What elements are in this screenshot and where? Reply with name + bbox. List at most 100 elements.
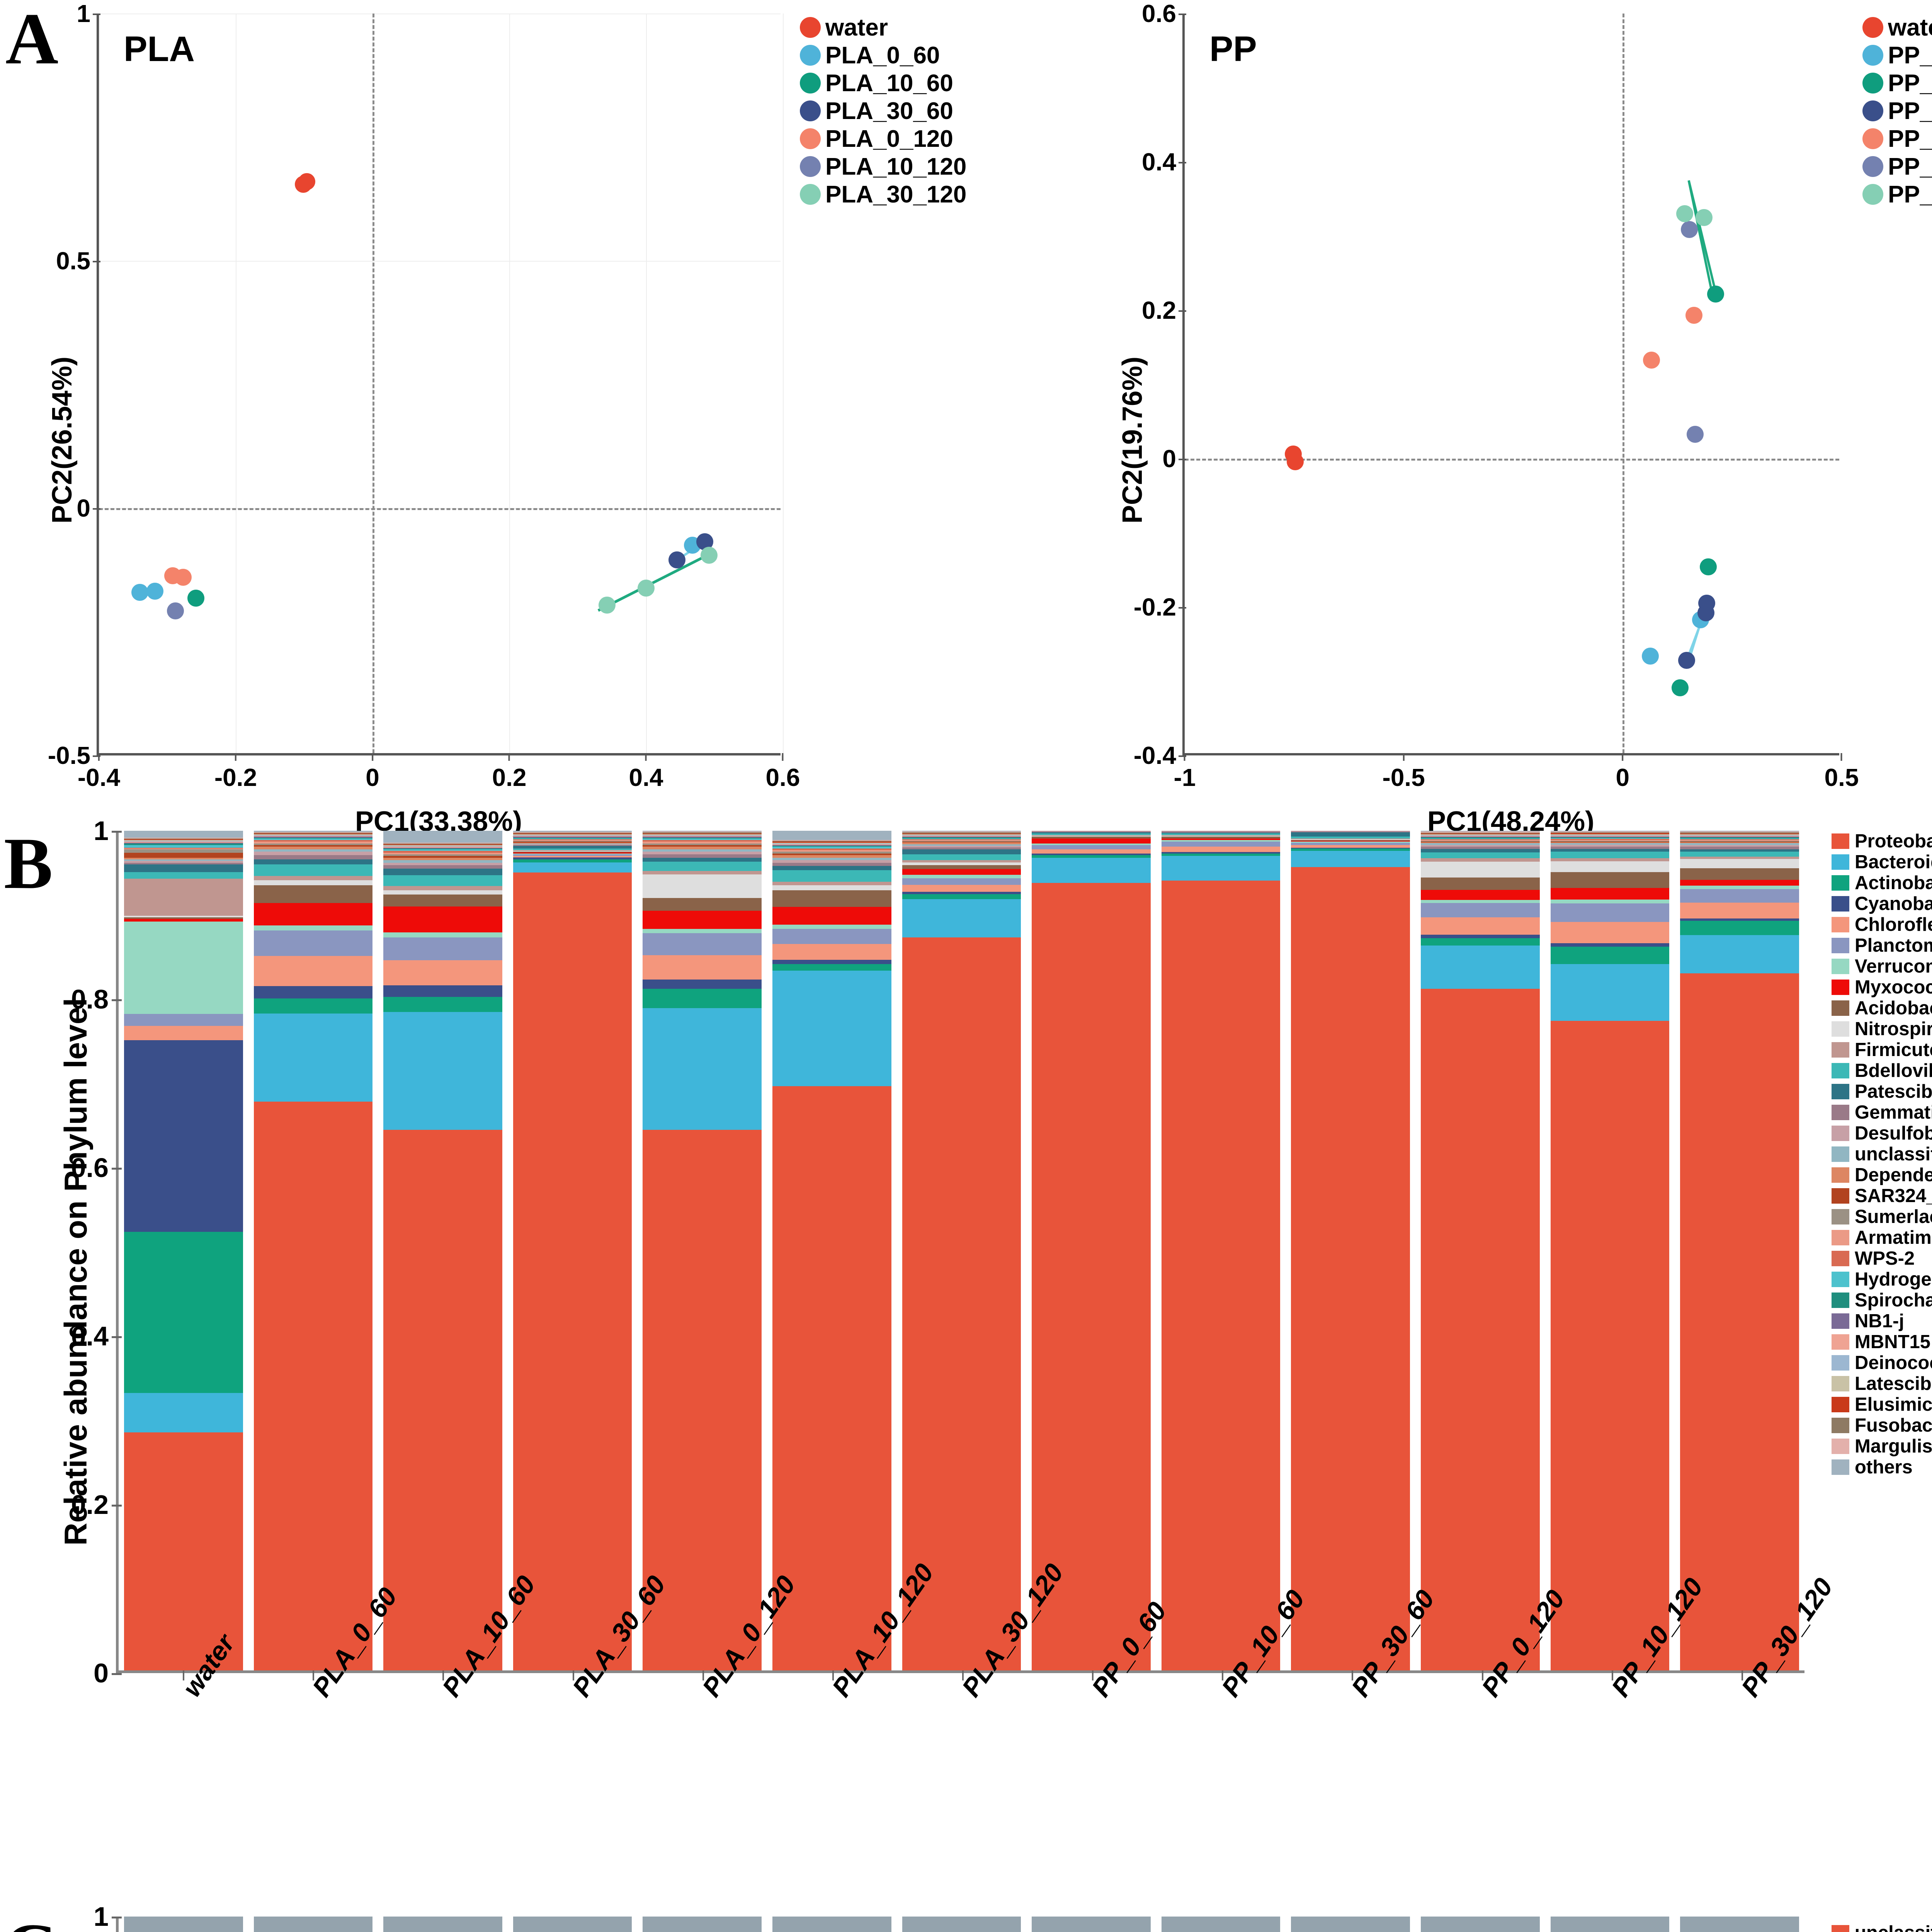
stacked-bar[interactable] [1291,831,1410,1670]
legend-item[interactable]: Desulfobacterota [1832,1123,1932,1144]
legend-item[interactable]: Deinococcota [1832,1352,1932,1373]
stacked-bar[interactable] [1032,831,1151,1670]
stacked-bar[interactable] [1680,831,1799,1670]
bar-segment [513,839,632,840]
bar-segment [1550,1917,1670,1932]
x-axis-tick-mark [183,1670,185,1680]
stacked-bar[interactable] [1680,1917,1799,1932]
legend-item[interactable]: PLA_30_120 [800,180,966,208]
legend-item[interactable]: Firmicutes [1832,1039,1932,1060]
legend-item[interactable]: Actinobacteriota [1832,872,1932,893]
legend-item[interactable]: PLA_10_120 [800,153,966,180]
legend-item[interactable]: PP_10_120 [1862,153,1932,180]
legend-color-swatch-icon [1832,1293,1849,1308]
bar-segment [1550,946,1670,964]
legend-item[interactable]: Myxococcota [1832,977,1932,998]
stacked-bar[interactable] [772,831,891,1670]
legend-item[interactable]: PLA_10_60 [800,69,966,97]
stacked-bar[interactable] [253,1917,373,1932]
legend-item[interactable]: water [800,14,966,41]
bar-segment [772,850,891,852]
stacked-bar[interactable] [383,831,502,1670]
legend-item[interactable]: Armatimonadota [1832,1227,1932,1248]
legend-item[interactable]: PLA_0_60 [800,41,966,69]
legend-item[interactable]: water [1862,14,1932,41]
stacked-bar[interactable] [383,1917,502,1932]
legend-item[interactable]: Elusimicrobiota [1832,1394,1932,1415]
legend-item[interactable]: PLA_30_60 [800,97,966,125]
legend-item[interactable]: Patescibacteria [1832,1081,1932,1102]
legend-item[interactable]: Verrucomicrobiota [1832,956,1932,977]
legend-color-dot-icon [1862,184,1883,205]
legend-item-label: Patescibacteria [1855,1081,1932,1102]
legend-item[interactable]: Fusobacteriota [1832,1415,1932,1436]
stacked-bar[interactable] [513,831,632,1670]
y-axis-tick-label: 1 [94,816,122,846]
legend-item[interactable]: Acidobacteriota [1832,998,1932,1019]
stacked-bar[interactable] [1161,1917,1281,1932]
legend-item[interactable]: Cyanobacteria [1832,893,1932,914]
stacked-bar[interactable] [1550,831,1670,1670]
legend-item[interactable]: PP_10_60 [1862,69,1932,97]
legend-item[interactable]: Chloroflexi [1832,914,1932,935]
legend-item[interactable]: Dependentiae [1832,1165,1932,1185]
stacked-bar[interactable] [1032,1917,1151,1932]
legend-item[interactable]: Gemmatimonadota [1832,1102,1932,1123]
legend-color-dot-icon [800,128,821,149]
bar-segment [643,933,762,955]
legend-item[interactable]: SAR324_cladeMarine_group_B [1832,1185,1932,1206]
bar-segment [902,862,1021,865]
legend-item-label: Proteobacteria [1855,831,1932,852]
legend-item[interactable]: Bacteroidota [1832,852,1932,872]
legend-item-label: Nitrospirota [1855,1019,1932,1039]
stacked-bar[interactable] [124,831,243,1670]
legend-item[interactable]: MBNT15 [1832,1332,1932,1352]
legend-item[interactable]: others [1832,1457,1932,1478]
stacked-bar[interactable] [1291,1917,1410,1932]
stacked-bar[interactable] [902,831,1021,1670]
legend-item[interactable]: Bdellovibrionota [1832,1060,1932,1081]
legend-item-label: Margulisbacteria [1855,1436,1932,1457]
legend-item[interactable]: Margulisbacteria [1832,1436,1932,1457]
bar-segment [1291,851,1410,867]
legend-item[interactable]: Spirochaetota [1832,1290,1932,1311]
y-axis-tick-label: 0 [77,494,100,522]
legend-item[interactable]: Proteobacteria [1832,831,1932,852]
bar-segment [253,998,373,1014]
stacked-bar[interactable] [1550,1917,1670,1932]
stacked-bar[interactable] [643,1917,762,1932]
scatter-point [1643,351,1660,369]
legend-item[interactable]: Planctomycetota [1832,935,1932,956]
legend-item[interactable]: NB1-j [1832,1311,1932,1332]
stacked-bar[interactable] [124,1917,243,1932]
stacked-bar[interactable] [1421,831,1540,1670]
stacked-bar[interactable] [643,831,762,1670]
legend-item[interactable]: Nitrospirota [1832,1019,1932,1039]
legend-item[interactable]: Sumerlaeota [1832,1206,1932,1227]
stacked-bar[interactable] [1421,1917,1540,1932]
legend-item-label: PP_30_120 [1888,181,1932,208]
legend-item[interactable]: PP_30_120 [1862,180,1932,208]
stacked-bar[interactable] [1161,831,1281,1670]
bar-segment [124,852,243,858]
legend-item[interactable]: PP_0_60 [1862,41,1932,69]
bar-segment [383,932,502,937]
legend-item[interactable]: Latescibacterota [1832,1373,1932,1394]
stacked-bar[interactable] [253,831,373,1670]
legend-item[interactable]: unclassified_k__norank_d__Bacteria [1832,1144,1932,1165]
legend-item[interactable]: unclassified_f__Comamonadaceae [1832,1922,1932,1932]
stacked-bar[interactable] [513,1917,632,1932]
legend-item[interactable]: PP_30_60 [1862,97,1932,125]
legend-item[interactable]: PLA_0_120 [800,125,966,153]
stacked-bar[interactable] [772,1917,891,1932]
legend-item[interactable]: Hydrogenedentes [1832,1269,1932,1290]
legend-item[interactable]: PP_0_120 [1862,125,1932,153]
bar-segment [1032,837,1151,838]
bar-segment [383,895,502,906]
stacked-bar[interactable] [902,1917,1021,1932]
zero-line-horizontal [99,508,781,510]
bar-segment [383,985,502,997]
bar-segment [1291,832,1410,837]
legend-item[interactable]: WPS-2 [1832,1248,1932,1269]
bar-segment [383,845,502,846]
